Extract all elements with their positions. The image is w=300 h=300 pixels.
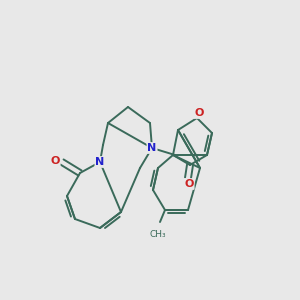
Text: O: O xyxy=(50,156,60,166)
Text: CH₃: CH₃ xyxy=(150,230,166,239)
Text: O: O xyxy=(194,108,204,118)
Text: O: O xyxy=(184,179,194,189)
Text: N: N xyxy=(95,157,105,167)
Text: N: N xyxy=(147,143,157,153)
